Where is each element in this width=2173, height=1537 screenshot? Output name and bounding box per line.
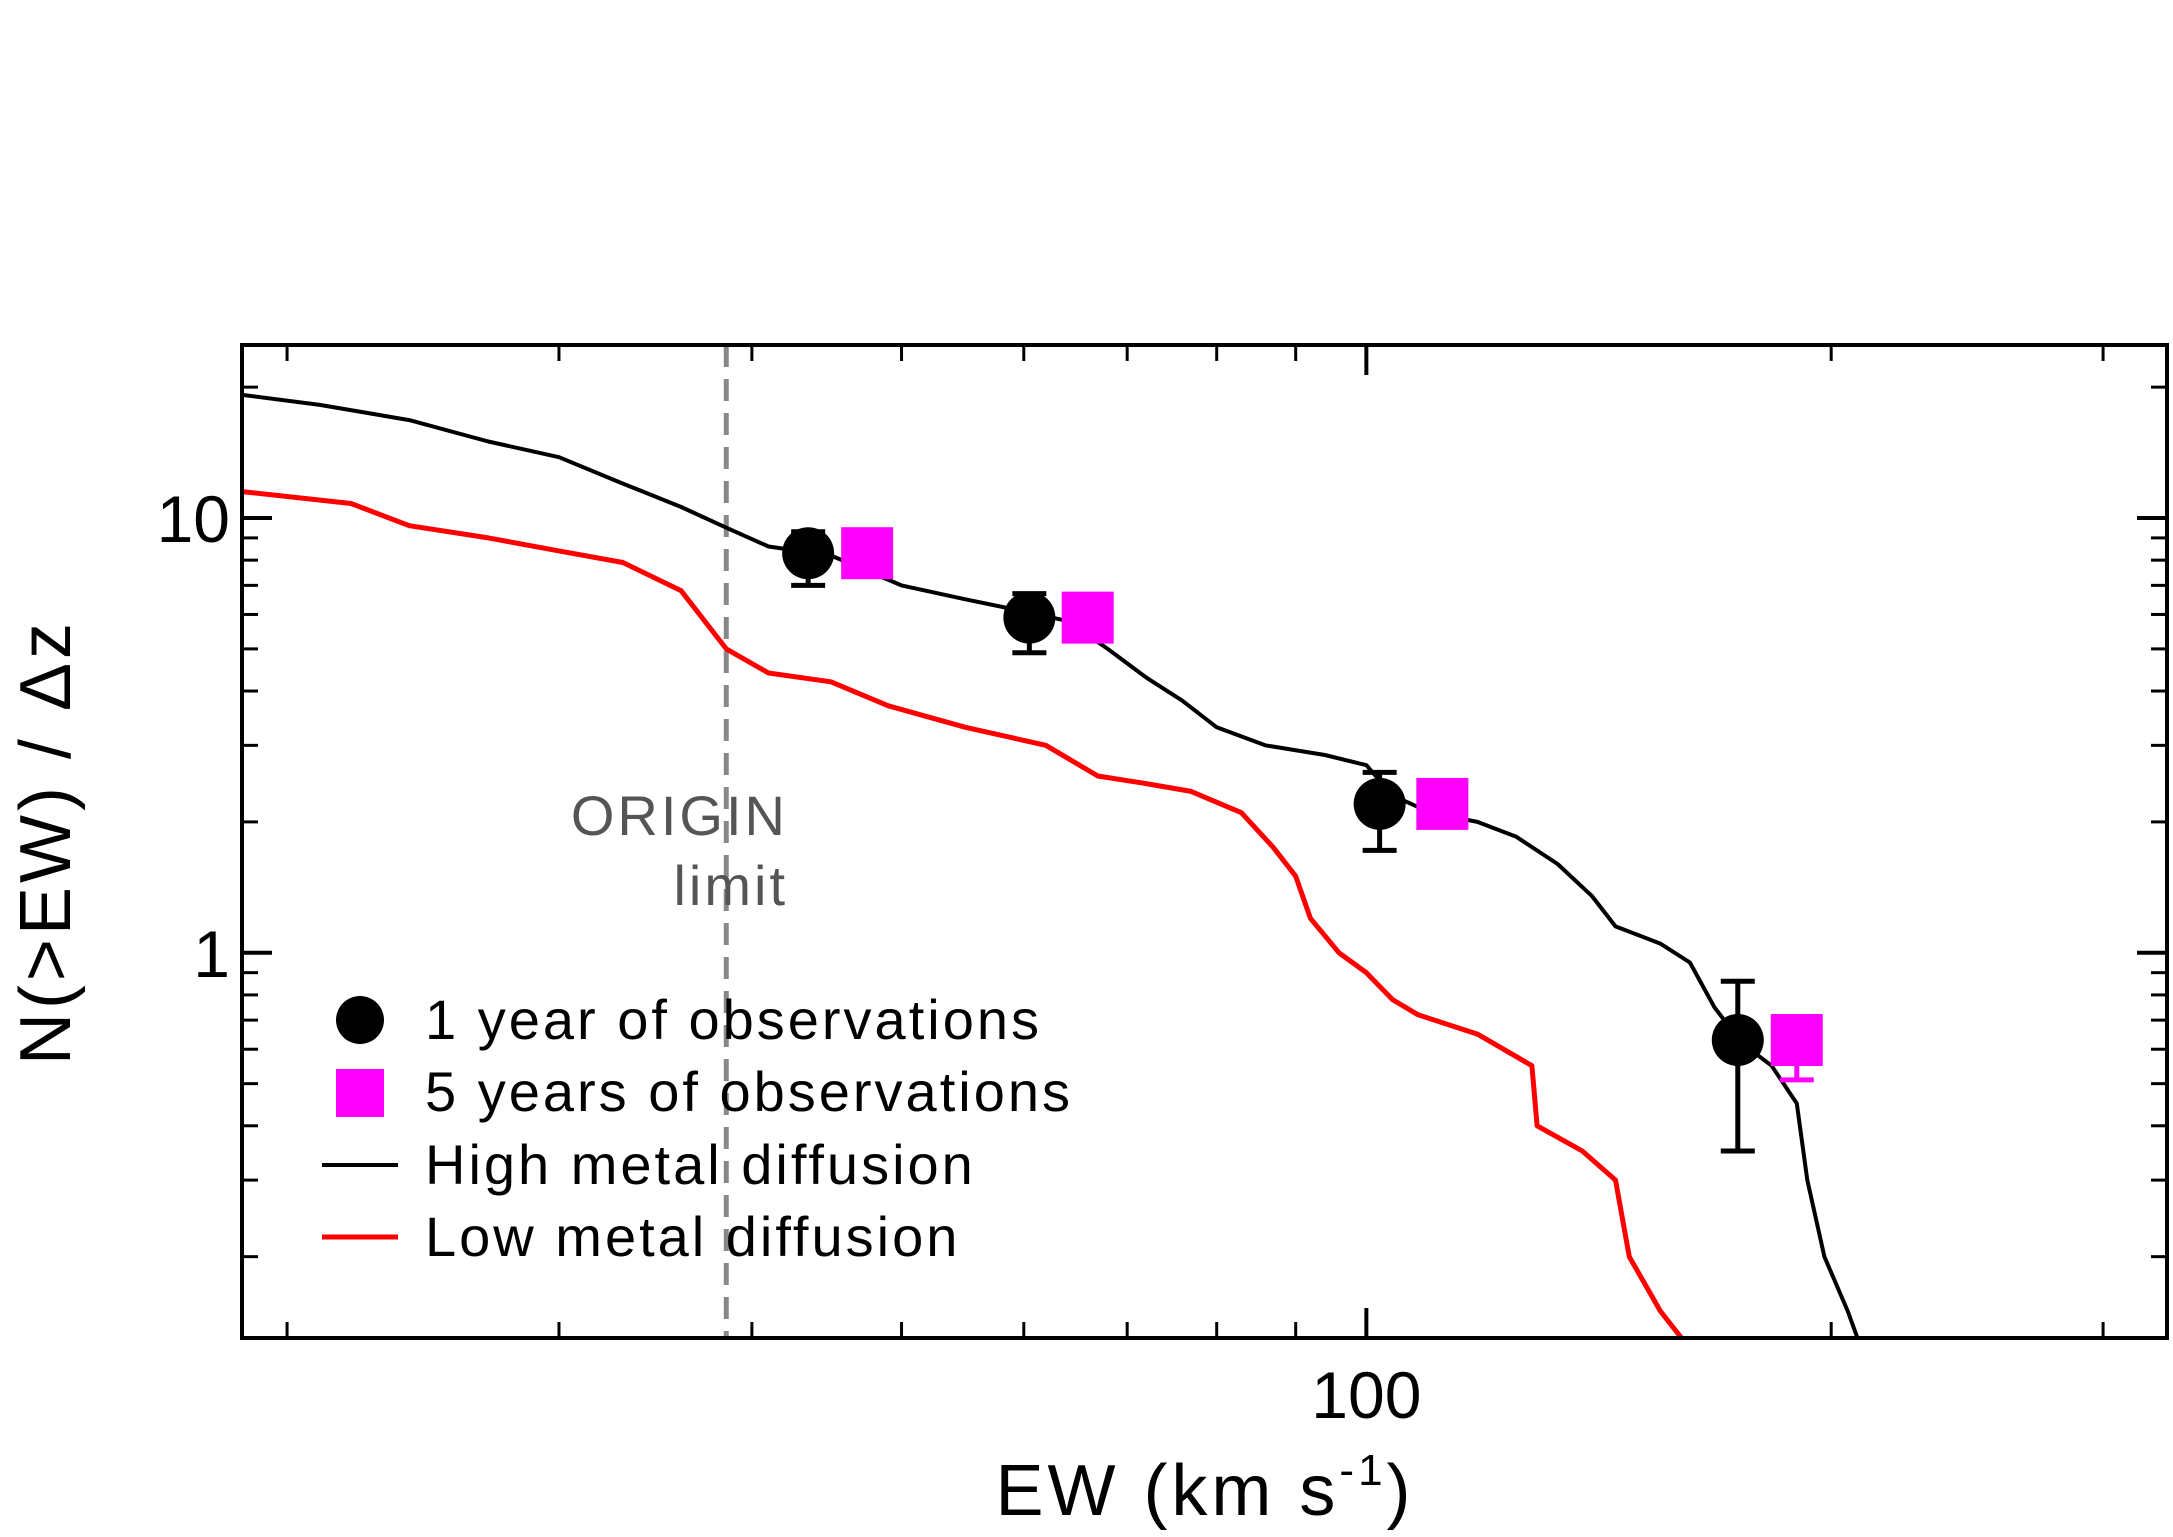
legend: 1 year of observations 5 years of observ… (322, 988, 1073, 1268)
data-point-1-year-of-observations (1711, 1014, 1764, 1067)
legend-label-5yr: 5 years of observations (425, 1060, 1073, 1123)
y-tick-label: 10 (157, 482, 230, 556)
y-axis-title: N(>EW) / Δz (6, 619, 86, 1065)
series-lines (242, 392, 1860, 1338)
y-axis-tick-labels: 1 10 (157, 482, 230, 991)
legend-label-high: High metal diffusion (425, 1133, 976, 1196)
legend-marker-1yr (336, 996, 384, 1044)
series-line-low-metal-diffusion (242, 489, 1684, 1338)
data-point-1-year-of-observations (1003, 591, 1056, 644)
origin-limit-label-line2: limit (673, 854, 788, 917)
data-point-5-years-of-observations (1770, 1014, 1823, 1067)
data-point-5-years-of-observations (1061, 591, 1114, 644)
data-point-5-years-of-observations (841, 527, 894, 580)
data-markers (782, 527, 1823, 1067)
x-axis-tick-labels: 100 (1311, 1358, 1421, 1432)
y-tick-label: 1 (193, 917, 230, 991)
data-point-5-years-of-observations (1416, 777, 1469, 830)
legend-marker-5yr (336, 1069, 384, 1117)
legend-label-1yr: 1 year of observations (425, 988, 1042, 1051)
axis-major-ticks (242, 345, 2167, 1338)
x-axis-title-superscript: -1 (1339, 1446, 1386, 1495)
x-tick-label: 100 (1311, 1358, 1421, 1432)
plot-frame (240, 343, 2169, 1340)
x-axis-title: EW (km s-1) (995, 1446, 1414, 1531)
origin-limit-label-line1: ORIGIN (571, 784, 788, 847)
x-axis-title-main: EW (km s (995, 1451, 1339, 1531)
x-axis-title-close: ) (1387, 1451, 1415, 1531)
error-bars (791, 529, 1814, 1154)
data-point-1-year-of-observations (1353, 777, 1406, 830)
legend-label-low: Low metal diffusion (425, 1205, 960, 1268)
axis-minor-ticks (242, 345, 2167, 1338)
data-point-1-year-of-observations (782, 527, 835, 580)
